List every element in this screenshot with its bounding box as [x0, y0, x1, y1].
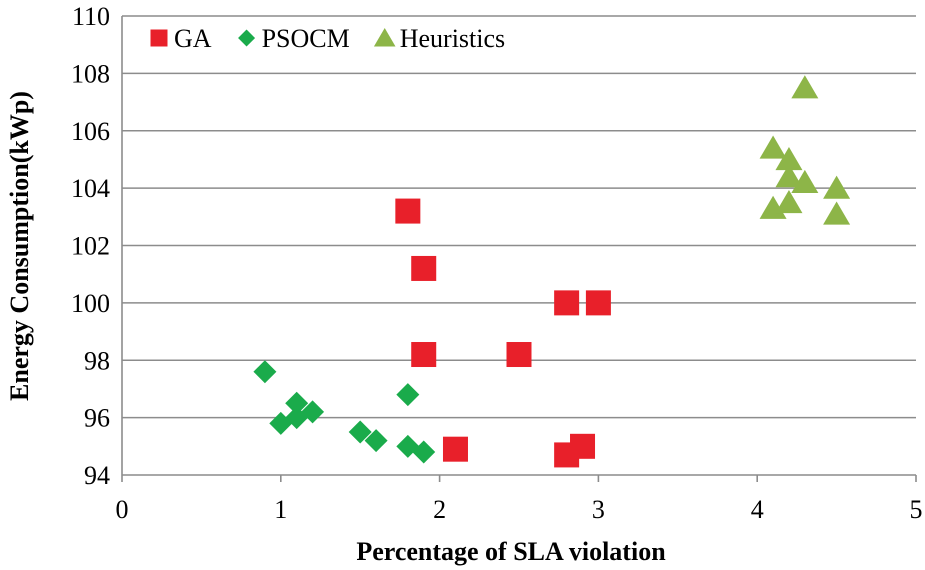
point-psocm [412, 440, 436, 464]
legend-marker-ga [150, 29, 168, 47]
x-tick-label: 5 [910, 495, 923, 524]
axes: 94 96 98 100 102 104 106 108 110 0 1 2 3 4 5 [71, 2, 923, 524]
legend-marker-heuristics [373, 28, 396, 47]
data-points [253, 75, 851, 468]
x-axis-title: Percentage of SLA violation [356, 537, 666, 566]
point-ga [442, 436, 468, 462]
y-tick-label: 96 [84, 404, 110, 433]
y-tick-label: 94 [84, 461, 110, 490]
point-heuristics [775, 146, 803, 171]
point-ga [585, 290, 611, 316]
point-ga [506, 342, 532, 368]
x-tick-label: 3 [592, 495, 605, 524]
point-heuristics [759, 135, 787, 159]
point-ga [411, 342, 437, 368]
point-psocm [285, 391, 309, 415]
legend-label-heuristics: Heuristics [400, 24, 505, 53]
x-tick-label: 2 [433, 495, 446, 524]
point-ga [411, 255, 437, 281]
legend-label-psocm: PSOCM [262, 24, 350, 53]
y-tick-label: 110 [72, 2, 110, 31]
point-heuristics [791, 75, 819, 99]
x-tick-label: 0 [116, 495, 129, 524]
y-tick-label: 98 [84, 346, 110, 375]
y-tick-label: 106 [71, 117, 110, 146]
point-heuristics [775, 164, 803, 188]
y-tick-label: 108 [71, 59, 110, 88]
y-tick-label: 104 [71, 174, 110, 203]
point-psocm [301, 400, 325, 424]
point-ga [570, 433, 596, 459]
point-heuristics [775, 189, 803, 214]
point-heuristics [791, 169, 819, 194]
point-psocm [348, 420, 372, 444]
point-heuristics [823, 201, 851, 225]
x-tick-label: 1 [274, 495, 287, 524]
point-ga [395, 198, 421, 224]
point-psocm [364, 429, 388, 453]
legend-marker-psocm [238, 29, 256, 47]
y-tick-label: 100 [71, 289, 110, 318]
y-tick-label: 102 [71, 232, 110, 261]
x-tick-label: 4 [751, 495, 764, 524]
gridlines [122, 15, 916, 419]
legend-label-ga: GA [174, 24, 212, 53]
y-axis-title: Energy Consumption(kWp) [5, 91, 34, 401]
point-heuristics [823, 175, 851, 199]
point-psocm [396, 383, 420, 407]
point-psocm [253, 360, 277, 384]
point-ga [554, 290, 580, 316]
legend: GA PSOCM Heuristics [150, 24, 505, 53]
